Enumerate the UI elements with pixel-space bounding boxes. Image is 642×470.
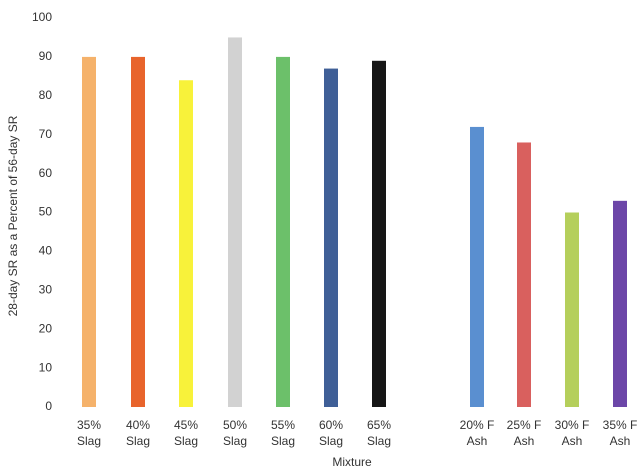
bar — [470, 126, 484, 408]
bar — [228, 37, 242, 407]
x-tick-label: Slag — [126, 434, 150, 448]
y-axis-title: 28-day SR as a Percent of 56-day SR — [6, 115, 20, 316]
x-axis-title: Mixture — [332, 455, 372, 469]
x-tick-label: 20% F — [460, 418, 495, 432]
bars-group — [82, 37, 627, 408]
x-tick-label: 60% — [319, 418, 343, 432]
bar — [82, 56, 96, 408]
x-axis-tick-labels: 35% Slag 40% Slag 45% Slag 50% Slag 55% Slag 60% Sl… — [77, 418, 637, 448]
x-tick-label: Slag — [367, 434, 391, 448]
x-tick-label: 25% F — [507, 418, 542, 432]
x-tick-label: 35% F — [603, 418, 638, 432]
x-tick-label: Slag — [174, 434, 198, 448]
y-tick-label: 80 — [39, 88, 53, 102]
y-tick-label: 90 — [39, 49, 53, 63]
x-tick-label: Ash — [610, 434, 631, 448]
y-tick-label: 50 — [39, 205, 53, 219]
y-tick-label: 40 — [39, 244, 53, 258]
x-tick-label: 50% — [223, 418, 247, 432]
x-tick-label: 30% F — [555, 418, 590, 432]
bar — [131, 56, 145, 408]
y-tick-label: 0 — [45, 399, 52, 413]
bar — [372, 60, 386, 407]
x-tick-label: 40% — [126, 418, 150, 432]
x-tick-label: 65% — [367, 418, 391, 432]
x-tick-label: 45% — [174, 418, 198, 432]
bar — [276, 56, 290, 408]
bar — [517, 142, 531, 408]
x-tick-label: Slag — [223, 434, 247, 448]
y-tick-label: 10 — [39, 360, 53, 374]
y-tick-label: 70 — [39, 127, 53, 141]
y-tick-label: 20 — [39, 321, 53, 335]
y-tick-label: 30 — [39, 282, 53, 296]
x-tick-label: Ash — [467, 434, 488, 448]
x-tick-label: Ash — [514, 434, 535, 448]
bar — [613, 200, 627, 407]
x-tick-label: 55% — [271, 418, 295, 432]
bar — [565, 212, 579, 407]
x-tick-label: Slag — [271, 434, 295, 448]
x-tick-label: Ash — [562, 434, 583, 448]
x-tick-label: Slag — [77, 434, 101, 448]
bar — [324, 68, 338, 407]
bar — [179, 80, 193, 408]
x-tick-label: Slag — [319, 434, 343, 448]
y-tick-label: 60 — [39, 166, 53, 180]
y-tick-label: 100 — [32, 10, 52, 24]
y-axis-ticks: 0 10 20 30 40 50 60 70 80 90 100 — [32, 10, 52, 413]
x-tick-label: 35% — [77, 418, 101, 432]
